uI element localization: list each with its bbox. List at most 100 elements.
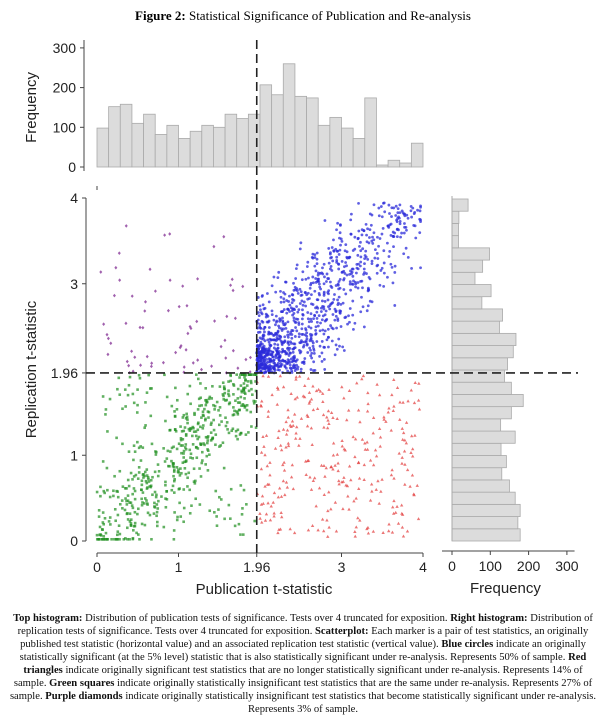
green-square-point	[142, 476, 145, 479]
purple-diamond-point	[196, 277, 200, 281]
top-histogram-y-tick-label: 100	[53, 119, 77, 135]
purple-diamond-point	[145, 354, 149, 359]
green-square-point	[206, 435, 210, 438]
purple-diamond-point	[161, 360, 165, 365]
blue-circle-point	[286, 333, 290, 337]
blue-circle-point	[306, 311, 310, 314]
green-square-point	[165, 497, 169, 501]
blue-circle-point	[288, 303, 292, 307]
red-triangle-point	[337, 479, 341, 483]
caption-purple-label: Purple diamonds	[45, 691, 123, 702]
green-square-point	[218, 495, 221, 499]
green-square-point	[112, 489, 115, 493]
green-square-point	[103, 491, 106, 495]
blue-circle-point	[318, 344, 322, 348]
green-square-point	[208, 509, 212, 513]
green-square-point	[105, 537, 109, 541]
green-square-point	[215, 400, 219, 404]
blue-circle-point	[280, 329, 284, 332]
green-square-point	[99, 494, 102, 498]
blue-circle-point	[279, 362, 282, 366]
blue-circle-point	[322, 262, 326, 266]
blue-circle-point	[275, 333, 279, 337]
red-triangle-point	[272, 491, 277, 495]
blue-circle-point	[276, 361, 280, 365]
purple-diamond-point	[102, 322, 106, 326]
red-triangle-point	[318, 389, 323, 393]
right-histogram-bar	[451, 259, 484, 273]
red-triangle-point	[400, 525, 405, 529]
red-triangle-point	[263, 518, 268, 522]
blue-circle-point	[361, 305, 365, 309]
green-square-point	[170, 488, 174, 492]
blue-circle-point	[409, 209, 413, 213]
blue-circle-point	[300, 299, 304, 303]
blue-circle-point	[322, 307, 326, 311]
blue-circle-point	[337, 253, 341, 256]
green-square-point	[153, 490, 157, 494]
green-square-point	[108, 397, 112, 401]
red-triangle-point	[378, 435, 383, 439]
blue-circle-point	[322, 282, 326, 286]
green-square-point	[221, 393, 225, 396]
top-histogram	[96, 63, 424, 168]
green-square-point	[231, 413, 235, 417]
purple-diamond-point	[127, 363, 131, 368]
blue-circle-point	[404, 246, 408, 250]
red-triangle-point	[363, 441, 367, 445]
blue-circle-point	[283, 323, 287, 327]
blue-circle-point	[380, 215, 384, 219]
blue-circle-point	[286, 307, 289, 311]
green-square-point	[116, 513, 120, 517]
green-square-point	[133, 510, 137, 514]
red-triangle-point	[281, 463, 285, 467]
red-triangle-point	[284, 432, 289, 436]
red-triangle-point	[258, 516, 262, 520]
green-square-point	[156, 507, 160, 510]
blue-circle-point	[342, 349, 346, 352]
blue-circle-point	[349, 212, 353, 216]
green-square-point	[143, 470, 147, 474]
green-square-point	[201, 459, 204, 462]
blue-circle-point	[327, 305, 330, 309]
blue-circle-point	[279, 300, 283, 304]
green-square-point	[164, 505, 168, 509]
green-square-point	[149, 484, 153, 488]
green-square-point	[184, 447, 188, 451]
blue-circle-point	[328, 307, 332, 311]
green-square-point	[195, 445, 198, 449]
green-square-point	[143, 497, 147, 500]
blue-circle-point	[386, 224, 390, 228]
red-triangle-point	[321, 399, 325, 403]
red-triangle-point	[263, 453, 267, 457]
green-square-point	[239, 484, 243, 487]
blue-circle-point	[289, 357, 293, 361]
blue-circle-point	[305, 337, 309, 341]
red-triangle-point	[386, 410, 390, 414]
blue-circle-point	[406, 256, 410, 259]
blue-circle-point	[294, 326, 297, 329]
green-square-point	[155, 510, 159, 514]
green-square-point	[103, 537, 107, 541]
green-square-point	[197, 397, 201, 401]
green-square-point	[182, 452, 185, 455]
green-square-point	[128, 512, 132, 515]
green-square-point	[144, 401, 147, 404]
green-square-point	[199, 382, 202, 385]
blue-circle-point	[342, 265, 346, 269]
blue-circle-point	[377, 244, 380, 248]
green-square-point	[166, 449, 170, 453]
top-histogram-bar	[108, 106, 121, 168]
purple-diamond-point	[195, 319, 199, 324]
green-square-point	[137, 533, 140, 536]
green-square-point	[241, 507, 244, 510]
green-square-point	[188, 448, 192, 452]
blue-circle-point	[260, 312, 264, 316]
purple-diamond-point	[191, 361, 195, 365]
green-square-point	[145, 391, 149, 394]
green-square-point	[204, 417, 207, 421]
blue-circle-point	[339, 223, 342, 227]
green-square-point	[238, 376, 241, 379]
green-square-point	[151, 493, 154, 497]
green-square-point	[184, 472, 188, 476]
